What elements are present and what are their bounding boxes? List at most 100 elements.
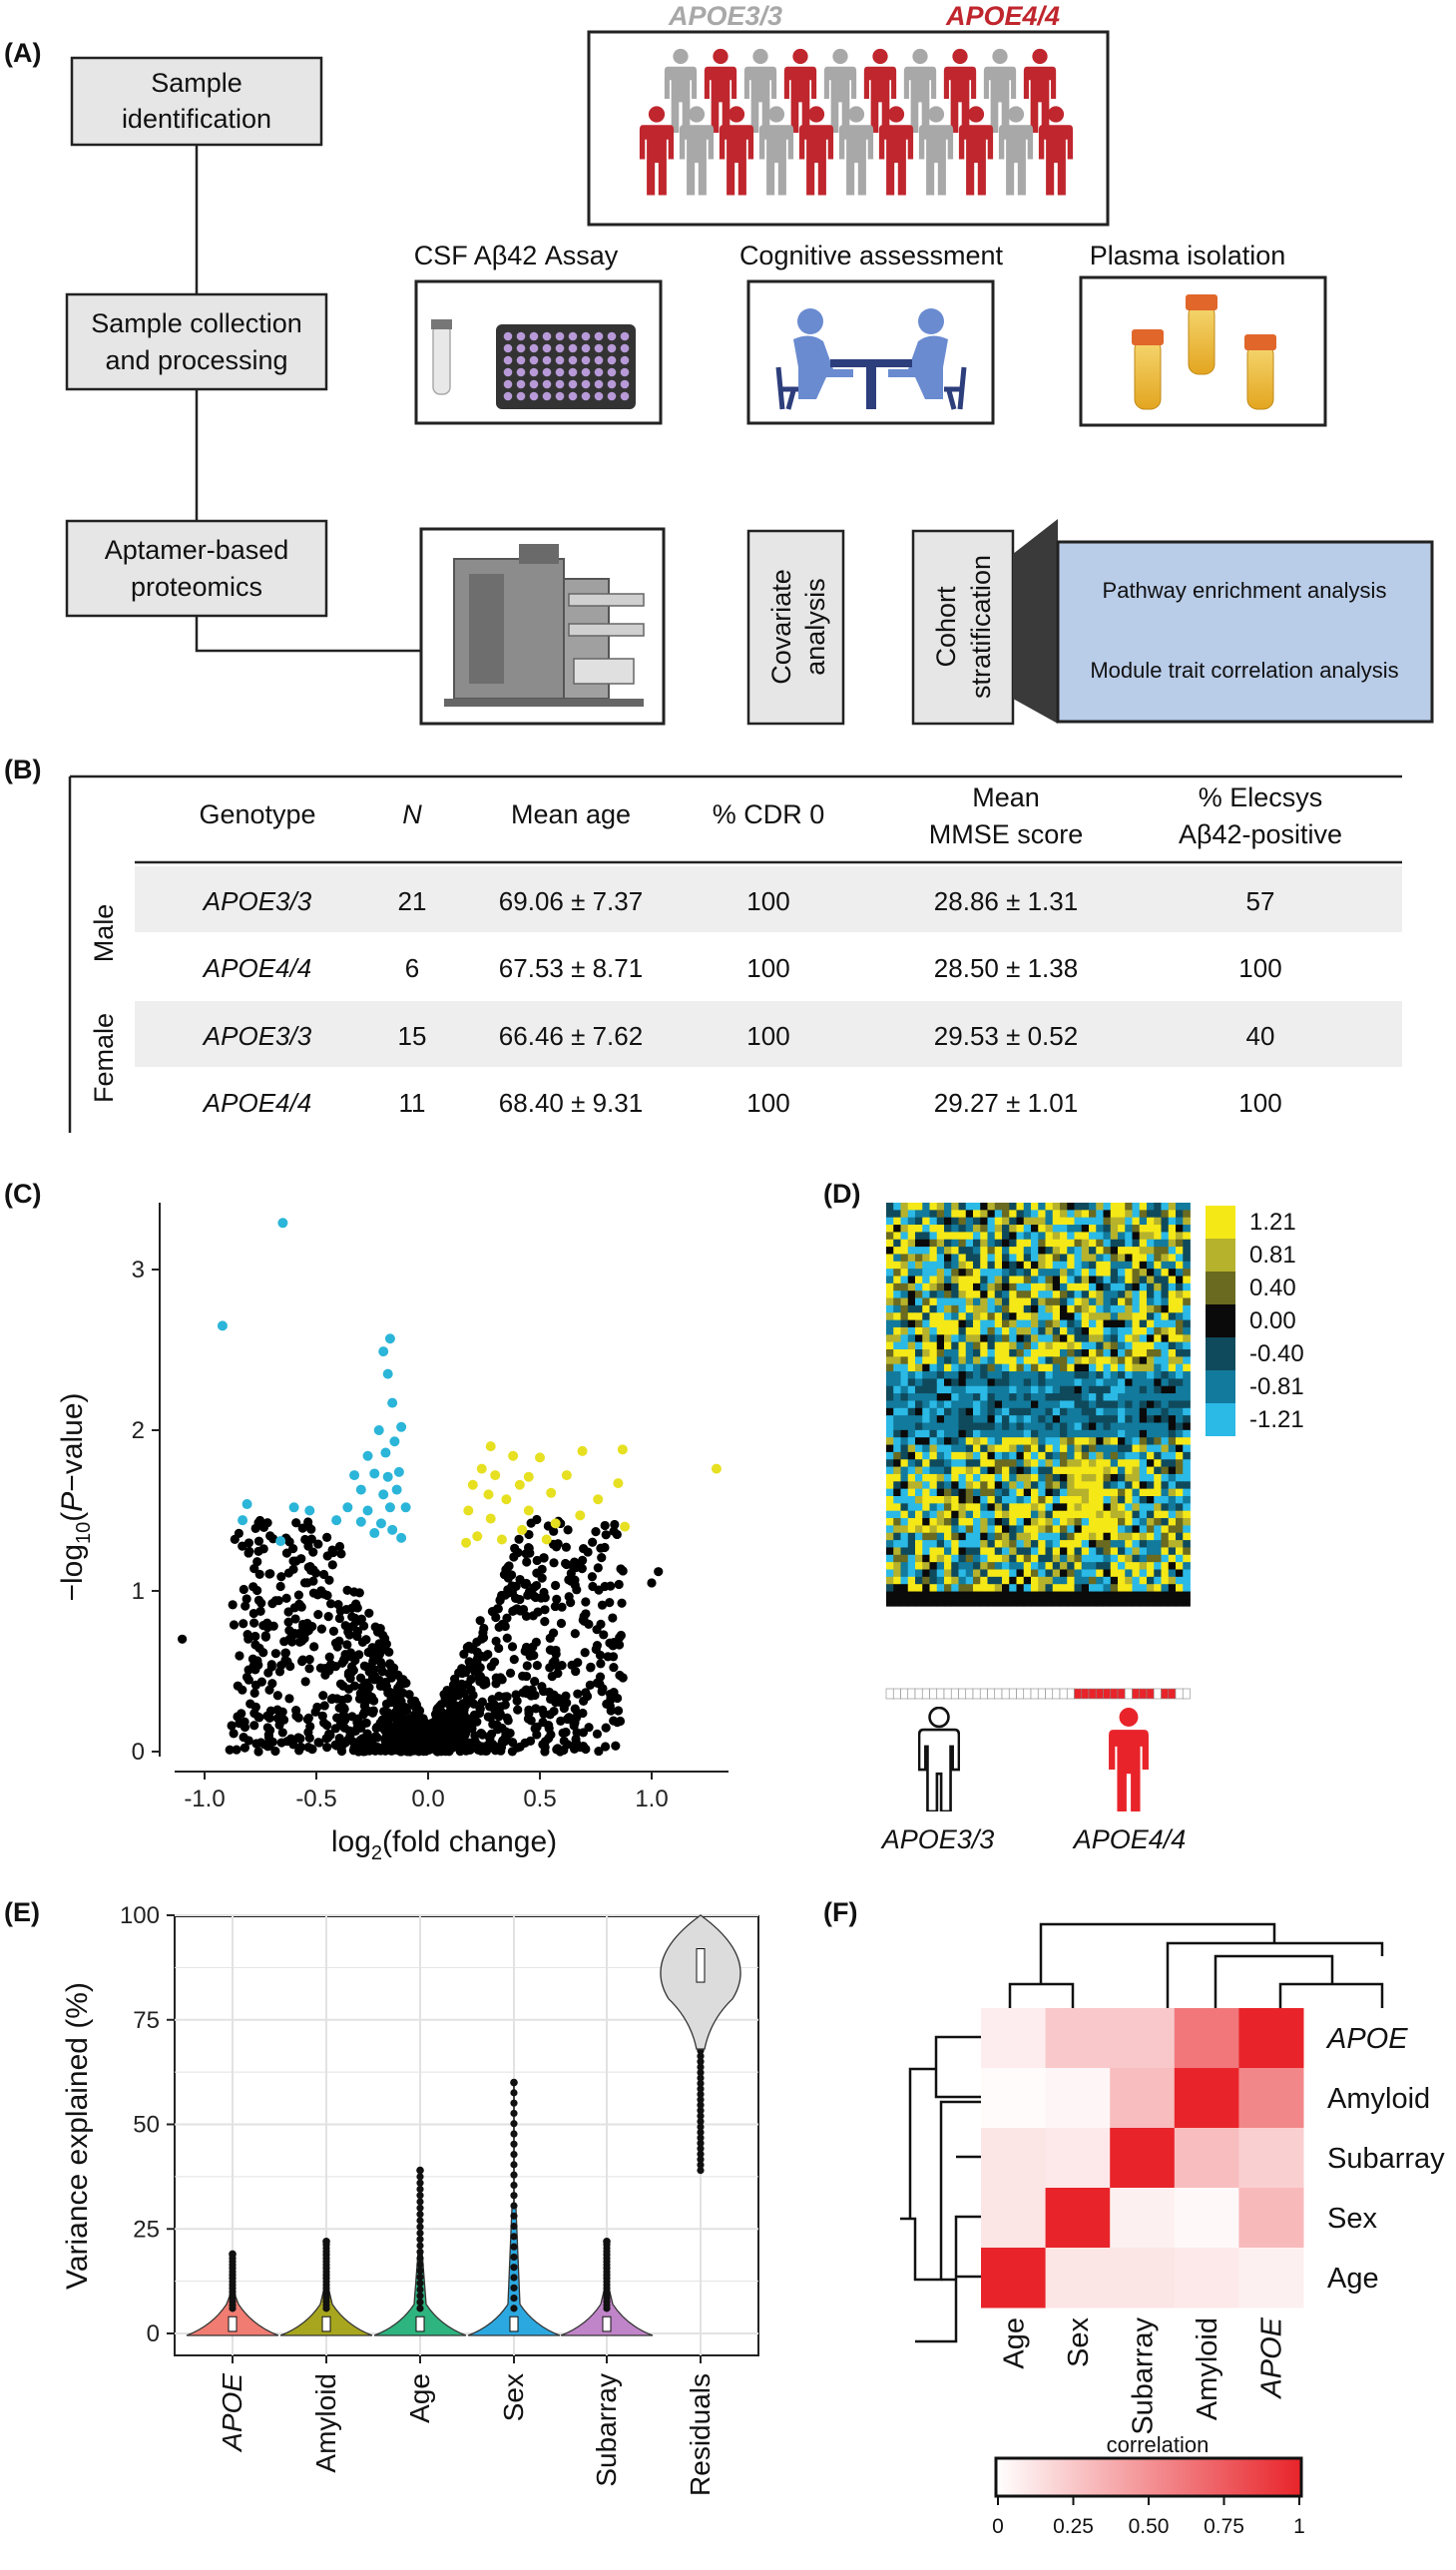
- genotype-bar-cell: [1045, 1688, 1054, 1700]
- heatmap-cell: [958, 1378, 967, 1387]
- heatmap-cell: [994, 1415, 1003, 1423]
- heatmap-cell: [1139, 1203, 1148, 1211]
- group-label-male: Male: [89, 904, 119, 963]
- heatmap-cell: [1096, 1459, 1104, 1467]
- volcano-point: [325, 1730, 335, 1741]
- heatmap-cell: [907, 1283, 916, 1291]
- cognitive-assessment-box: [746, 279, 995, 425]
- heatmap-cell: [1052, 1297, 1061, 1306]
- volcano-point: [446, 1707, 456, 1717]
- heatmap-cell: [915, 1217, 923, 1226]
- heatmap-cell: [1132, 1232, 1141, 1241]
- heatmap-cell: [1147, 1525, 1155, 1534]
- heatmap-cell: [1147, 1254, 1155, 1263]
- heatmap-cell: [987, 1312, 996, 1320]
- heatmap-cell: [1118, 1312, 1126, 1320]
- heatmap-cell: [1023, 1297, 1032, 1306]
- heatmap-cell: [1052, 1393, 1061, 1401]
- volcano-point: [612, 1718, 623, 1728]
- heatmap-cell: [929, 1459, 938, 1467]
- heatmap-cell: [1067, 1422, 1075, 1431]
- correlation-cell: [981, 2008, 1047, 2069]
- step-sample-collection: Sample collection and processing: [65, 292, 328, 391]
- heatmap-cell: [987, 1415, 996, 1423]
- heatmap-cell: [936, 1297, 945, 1306]
- heatmap-cell: [944, 1217, 952, 1226]
- heatmap-cell: [1125, 1451, 1133, 1460]
- volcano-point: [489, 1657, 500, 1667]
- heatmap-cell: [1074, 1525, 1083, 1534]
- heatmap-cell: [1125, 1400, 1133, 1409]
- heatmap-cell: [973, 1569, 981, 1578]
- heatmap-cell: [1147, 1232, 1155, 1241]
- volcano-point: [330, 1740, 340, 1750]
- heatmap-cell: [1125, 1496, 1133, 1504]
- heatmap-cell: [973, 1518, 981, 1526]
- heatmap-cell: [987, 1349, 996, 1357]
- heatmap-cell: [936, 1269, 945, 1277]
- heatmap-cell: [1183, 1290, 1191, 1298]
- heatmap-cell: [958, 1341, 967, 1350]
- heatmap-cell: [1118, 1393, 1126, 1401]
- volcano-point-significant: [304, 1505, 315, 1516]
- heatmap-cell: [1009, 1239, 1017, 1248]
- heatmap-cell: [1038, 1554, 1046, 1563]
- volcano-point: [241, 1601, 250, 1611]
- heatmap-cell: [1089, 1407, 1097, 1416]
- heatmap-cell: [900, 1319, 909, 1328]
- heatmap-cell: [1118, 1400, 1126, 1409]
- heatmap-cell: [973, 1547, 981, 1556]
- heatmap-cell: [951, 1378, 959, 1387]
- heatmap-cell: [1038, 1276, 1046, 1285]
- correlation-cell: [1110, 2008, 1176, 2069]
- heatmap-cell: [951, 1326, 959, 1335]
- heatmap-cell: [1031, 1488, 1039, 1497]
- correlation-cell: [1110, 2128, 1176, 2189]
- heatmap-cell: [900, 1326, 909, 1335]
- heatmap-cell: [1009, 1415, 1017, 1423]
- volcano-point: [544, 1724, 554, 1734]
- y-tick-label: 2: [132, 1417, 145, 1444]
- heatmap-cell: [944, 1422, 952, 1431]
- well: [594, 391, 604, 401]
- heatmap-cell: [1132, 1569, 1141, 1578]
- heatmap-cell: [1110, 1466, 1119, 1475]
- heatmap-cell: [1089, 1415, 1097, 1423]
- heatmap-cell: [965, 1437, 974, 1445]
- volcano-point: [584, 1619, 594, 1629]
- heatmap-cell: [893, 1290, 901, 1298]
- volcano-point: [348, 1621, 358, 1631]
- heatmap-cell: [915, 1225, 923, 1233]
- heatmap-cell: [1118, 1532, 1126, 1541]
- well: [542, 355, 552, 365]
- heatmap-cell: [951, 1290, 959, 1298]
- heatmap-cell: [965, 1584, 974, 1592]
- heatmap-cell: [1038, 1459, 1046, 1467]
- heatmap-cell: [915, 1540, 923, 1548]
- heatmap-cell: [907, 1451, 916, 1460]
- heatmap-cell: [1081, 1496, 1090, 1504]
- heatmap-cell: [1154, 1400, 1162, 1409]
- heatmap-cell: [1183, 1466, 1191, 1475]
- heatmap-cell: [1110, 1554, 1119, 1563]
- volcano-point: [475, 1704, 485, 1714]
- heatmap-cell: [907, 1598, 916, 1607]
- heatmap-cell: [1176, 1261, 1184, 1270]
- heatmap-cell: [922, 1466, 930, 1475]
- heatmap-cell: [1002, 1290, 1010, 1298]
- well: [607, 391, 617, 401]
- heatmap-cell: [1154, 1422, 1162, 1431]
- heatmap-cell: [1045, 1378, 1054, 1387]
- heatmap-cell: [922, 1525, 930, 1534]
- heatmap-cell: [907, 1326, 916, 1335]
- col-label: Age: [998, 2317, 1030, 2369]
- volcano-point: [549, 1558, 559, 1568]
- heatmap-cell: [900, 1518, 909, 1526]
- heatmap-cell: [951, 1363, 959, 1372]
- heatmap-cell: [1023, 1496, 1032, 1504]
- heatmap-cell: [915, 1407, 923, 1416]
- genotype-bar-cell: [1124, 1688, 1133, 1700]
- volcano-point: [524, 1705, 534, 1715]
- heatmap-cell: [907, 1297, 916, 1306]
